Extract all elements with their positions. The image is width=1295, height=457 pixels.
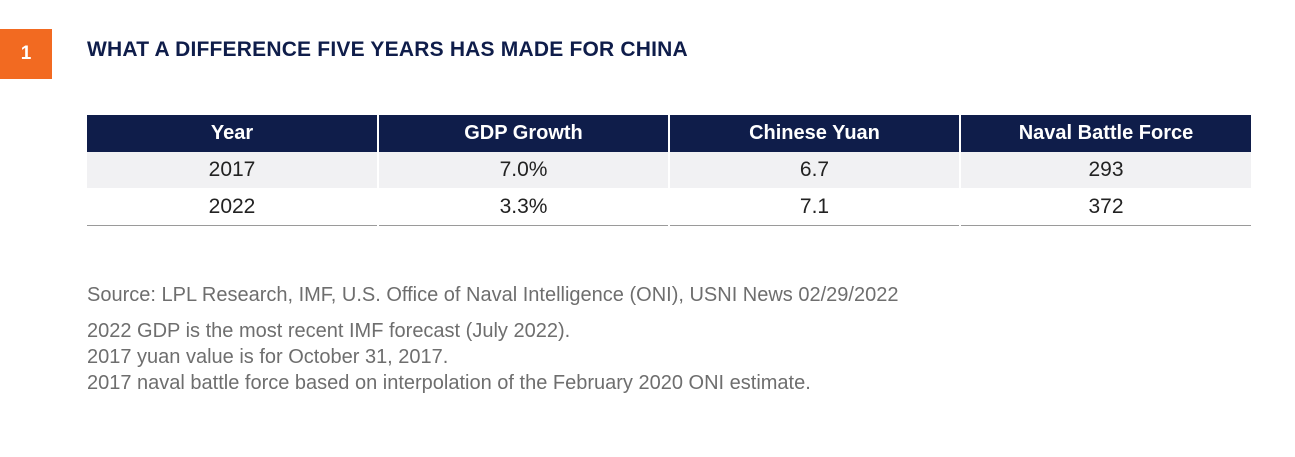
- cell-chinese-yuan: 7.1: [668, 188, 960, 226]
- table-header-row: Year GDP Growth Chinese Yuan Naval Battl…: [87, 115, 1251, 152]
- column-header-gdp-growth: GDP Growth: [377, 115, 669, 152]
- footnote: 2017 naval battle force based on interpo…: [87, 372, 811, 394]
- footnote: 2022 GDP is the most recent IMF forecast…: [87, 320, 571, 342]
- cell-gdp-growth: 3.3%: [377, 188, 669, 226]
- cell-gdp-growth: 7.0%: [377, 152, 669, 188]
- column-header-chinese-yuan: Chinese Yuan: [668, 115, 960, 152]
- figure-number-badge: 1: [0, 29, 52, 79]
- cell-year: 2022: [87, 188, 378, 226]
- column-header-year: Year: [87, 115, 378, 152]
- footnote: 2017 yuan value is for October 31, 2017.: [87, 346, 449, 368]
- table-row: 2017 7.0% 6.7 293: [87, 152, 1251, 188]
- data-table: Year GDP Growth Chinese Yuan Naval Battl…: [87, 115, 1251, 226]
- notes-block: Source: LPL Research, IMF, U.S. Office o…: [87, 282, 898, 396]
- cell-naval-battle-force: 293: [959, 152, 1251, 188]
- column-header-naval-battle-force: Naval Battle Force: [959, 115, 1251, 152]
- cell-chinese-yuan: 6.7: [668, 152, 960, 188]
- cell-naval-battle-force: 372: [959, 188, 1251, 226]
- source-note: Source: LPL Research, IMF, U.S. Office o…: [87, 284, 899, 306]
- table-row: 2022 3.3% 7.1 372: [87, 188, 1251, 226]
- cell-year: 2017: [87, 152, 378, 188]
- figure-title: WHAT A DIFFERENCE FIVE YEARS HAS MADE FO…: [87, 38, 688, 61]
